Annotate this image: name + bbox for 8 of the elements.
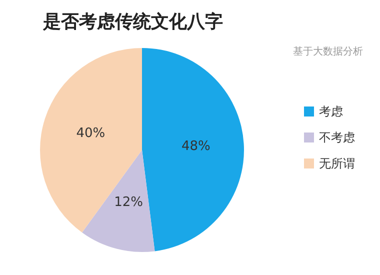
legend-label: 考虑 — [319, 104, 343, 118]
data-label: 40% — [76, 126, 106, 141]
chart-subtitle: 基于大数据分析 — [293, 46, 363, 58]
legend-label: 不考虑 — [319, 130, 355, 144]
legend-label: 无所谓 — [319, 156, 355, 170]
data-label: 12% — [114, 194, 144, 210]
data-label: 48% — [181, 139, 210, 154]
chart-title: 是否考虑传统文化八字 — [42, 12, 223, 32]
